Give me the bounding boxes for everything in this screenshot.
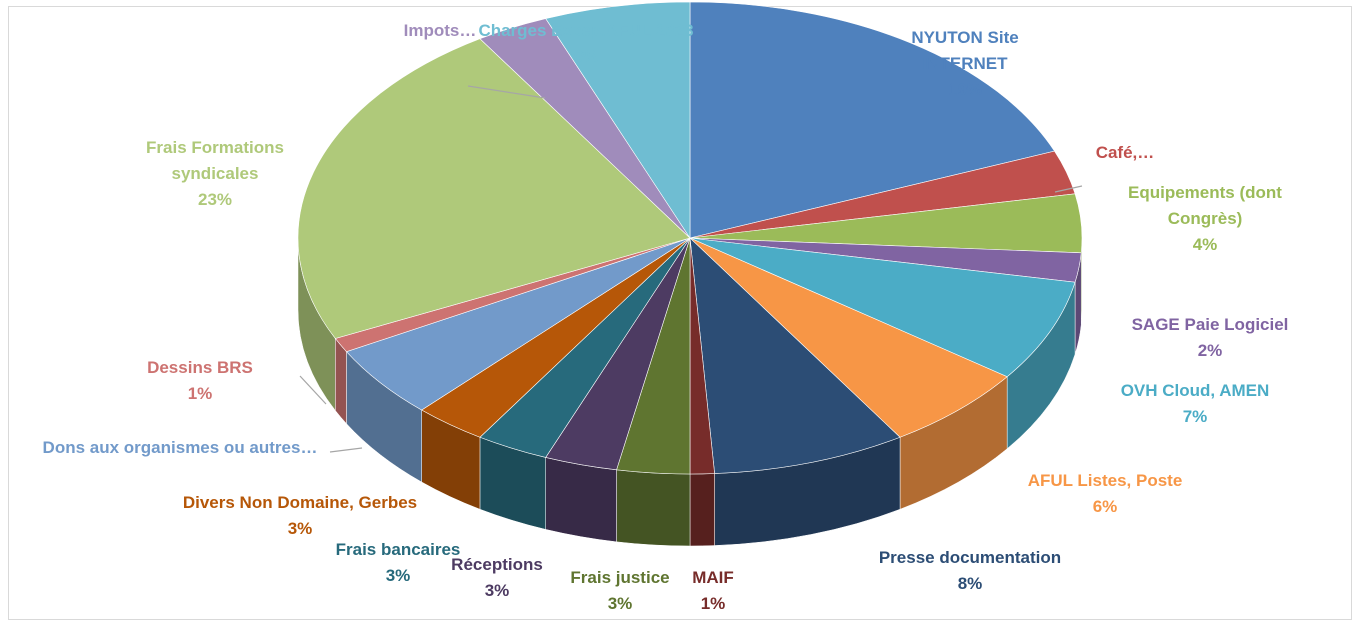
slice: [297, 38, 691, 339]
data-label: Impots…: [380, 18, 500, 44]
data-label: Dons aux organismes ou autres…: [35, 435, 325, 461]
slice: [689, 1, 1055, 239]
leader-line: [299, 375, 327, 405]
value-label: 19%: [947, 80, 983, 99]
data-label: SAGE Paie Logiciel 2%: [1100, 312, 1320, 364]
data-label: Charges Excep.AFUL 2023 6%: [471, 18, 701, 70]
data-label: Frais justice 3%: [550, 565, 690, 617]
value-label: 4%: [1192, 235, 1218, 254]
category-label: Dons aux organismes ou autres…: [42, 438, 318, 457]
data-label: MAIF 1%: [673, 565, 753, 617]
data-label: Frais bancaires 3%: [318, 537, 478, 589]
leader-line: [1054, 185, 1083, 193]
value-label: 2%: [1197, 341, 1223, 360]
category-label: MAIF: [692, 568, 734, 587]
value-label: 7%: [1182, 407, 1208, 426]
slice-side: [335, 337, 347, 425]
leader-line: [467, 85, 546, 99]
data-label: Café,…: [1070, 140, 1180, 166]
category-label: Charges Excep.AFUL 2023: [478, 21, 694, 40]
category-label: Frais Formations syndicales: [146, 138, 284, 183]
leader-line: [329, 447, 363, 453]
data-label: NYUTON Site INTERNET 19%: [885, 25, 1045, 103]
category-label: Café,…: [1095, 143, 1155, 162]
category-label: Equipements (dont Congrès): [1128, 183, 1282, 228]
category-label: Réceptions: [451, 555, 543, 574]
slice: [689, 237, 901, 474]
slice-side: [616, 469, 691, 547]
value-label: 3%: [484, 581, 510, 600]
value-label: 1%: [700, 594, 726, 613]
value-label: 3%: [287, 519, 313, 538]
category-label: Impots…: [403, 21, 477, 40]
category-label: Dessins BRS: [147, 358, 253, 377]
slice-side: [545, 457, 617, 543]
slice: [689, 237, 1008, 438]
data-label: OVH Cloud, AMEN 7%: [1095, 378, 1295, 430]
data-label: AFUL Listes, Poste 6%: [990, 468, 1220, 520]
value-label: 3%: [385, 566, 411, 585]
value-label: 1%: [187, 384, 213, 403]
data-label: Equipements (dont Congrès) 4%: [1105, 180, 1305, 258]
category-label: Frais justice: [570, 568, 670, 587]
category-label: Frais bancaires: [335, 540, 461, 559]
data-label: Frais Formations syndicales 23%: [115, 135, 315, 213]
value-label: 3%: [607, 594, 633, 613]
value-label: 23%: [197, 190, 233, 209]
data-label: Presse documentation 8%: [840, 545, 1100, 597]
value-label: 6%: [573, 47, 599, 66]
value-label: 6%: [1092, 497, 1118, 516]
value-label: 8%: [957, 574, 983, 593]
slice-side: [689, 473, 715, 547]
data-label: Divers Non Domaine, Gerbes 3%: [180, 490, 420, 542]
category-label: AFUL Listes, Poste: [1027, 471, 1183, 490]
category-label: OVH Cloud, AMEN: [1120, 381, 1270, 400]
category-label: Presse documentation: [878, 548, 1062, 567]
slice: [689, 237, 1076, 378]
category-label: SAGE Paie Logiciel: [1131, 315, 1289, 334]
category-label: NYUTON Site INTERNET: [911, 28, 1019, 73]
category-label: Divers Non Domaine, Gerbes: [182, 493, 418, 512]
slice: [545, 1, 691, 240]
data-label: Dessins BRS 1%: [130, 355, 270, 407]
data-label: Réceptions 3%: [437, 552, 557, 604]
